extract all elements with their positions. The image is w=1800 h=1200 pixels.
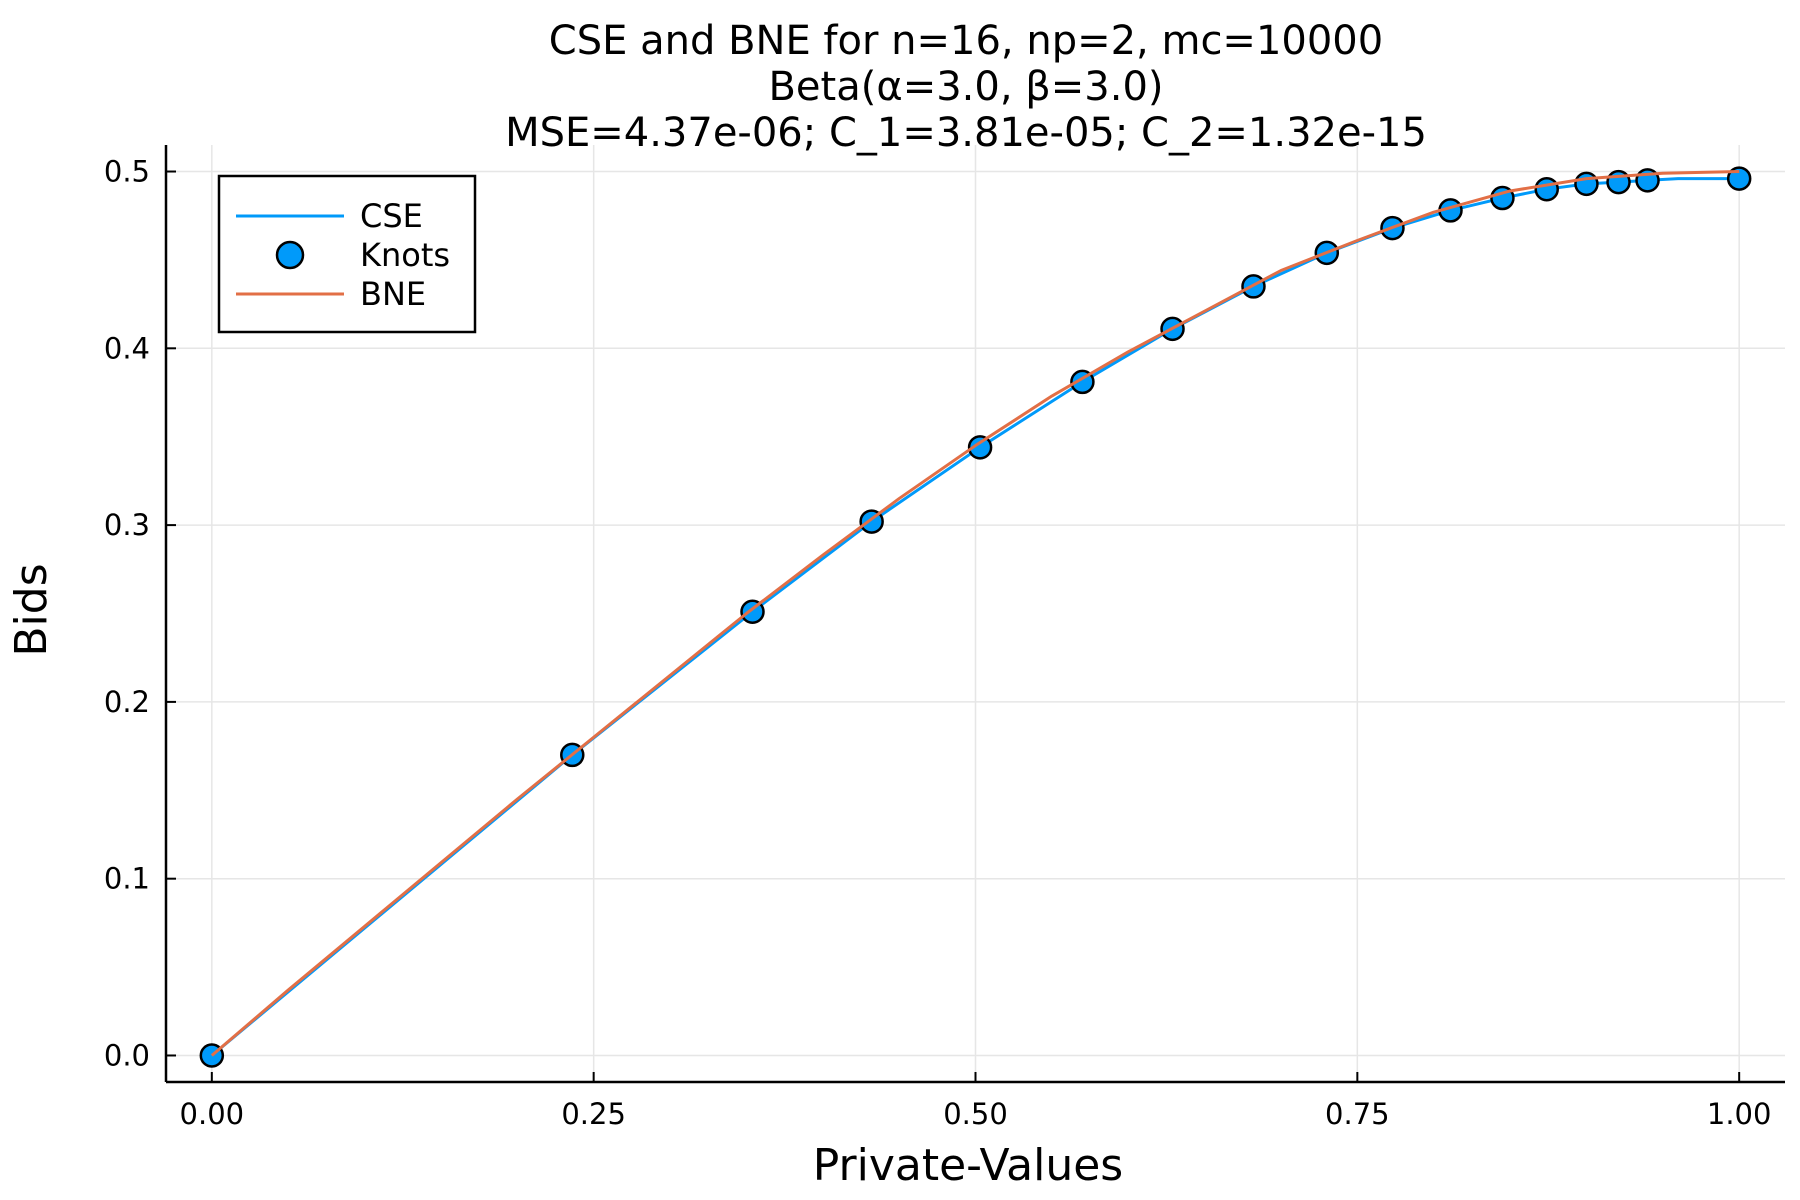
x-tick-label: 0.00 — [180, 1097, 245, 1131]
chart-title-line-2: Beta(α=3.0, β=3.0) — [768, 64, 1163, 110]
y-tick-label: 0.3 — [104, 508, 150, 542]
legend-cse-label: CSE — [360, 197, 423, 235]
x-axis-label: Private-Values — [813, 1140, 1123, 1191]
knot-point — [1574, 171, 1599, 197]
chart-title: CSE and BNE for n=16, np=2, mc=10000 Bet… — [505, 18, 1427, 156]
grid-layer — [166, 145, 1785, 1082]
knot-point — [967, 435, 993, 460]
y-tick-label: 0.0 — [104, 1038, 150, 1072]
y-tick-label: 0.1 — [104, 862, 150, 896]
legend-bne-label: BNE — [360, 275, 426, 313]
series-layer — [199, 166, 1752, 1068]
y-tick-label: 0.2 — [104, 685, 150, 719]
y-axis-label: Bids — [6, 563, 57, 656]
legend-knots-label: Knots — [360, 236, 450, 274]
x-tick-label: 0.50 — [943, 1097, 1008, 1131]
y-tick-label: 0.5 — [104, 155, 150, 189]
legend: CSE Knots BNE — [217, 174, 477, 334]
x-tick-label: 0.25 — [561, 1097, 626, 1131]
bne-line — [210, 170, 1740, 1057]
chart-title-line-3: MSE=4.37e-06; C_1=3.81e-05; C_2=1.32e-15 — [505, 110, 1427, 156]
y-tick-label: 0.4 — [104, 331, 150, 365]
legend-box — [217, 174, 477, 334]
ticks-layer: 0.00 0.25 0.50 0.75 1.00 0.0 0.1 0.2 0.3 0.4 0.5 — [104, 155, 1772, 1131]
knot-point — [1534, 176, 1559, 202]
x-tick-label: 0.75 — [1325, 1097, 1390, 1131]
legend-knots-marker — [275, 240, 305, 270]
chart-title-line-1: CSE and BNE for n=16, np=2, mc=10000 — [549, 18, 1383, 64]
x-tick-label: 1.00 — [1707, 1097, 1772, 1131]
